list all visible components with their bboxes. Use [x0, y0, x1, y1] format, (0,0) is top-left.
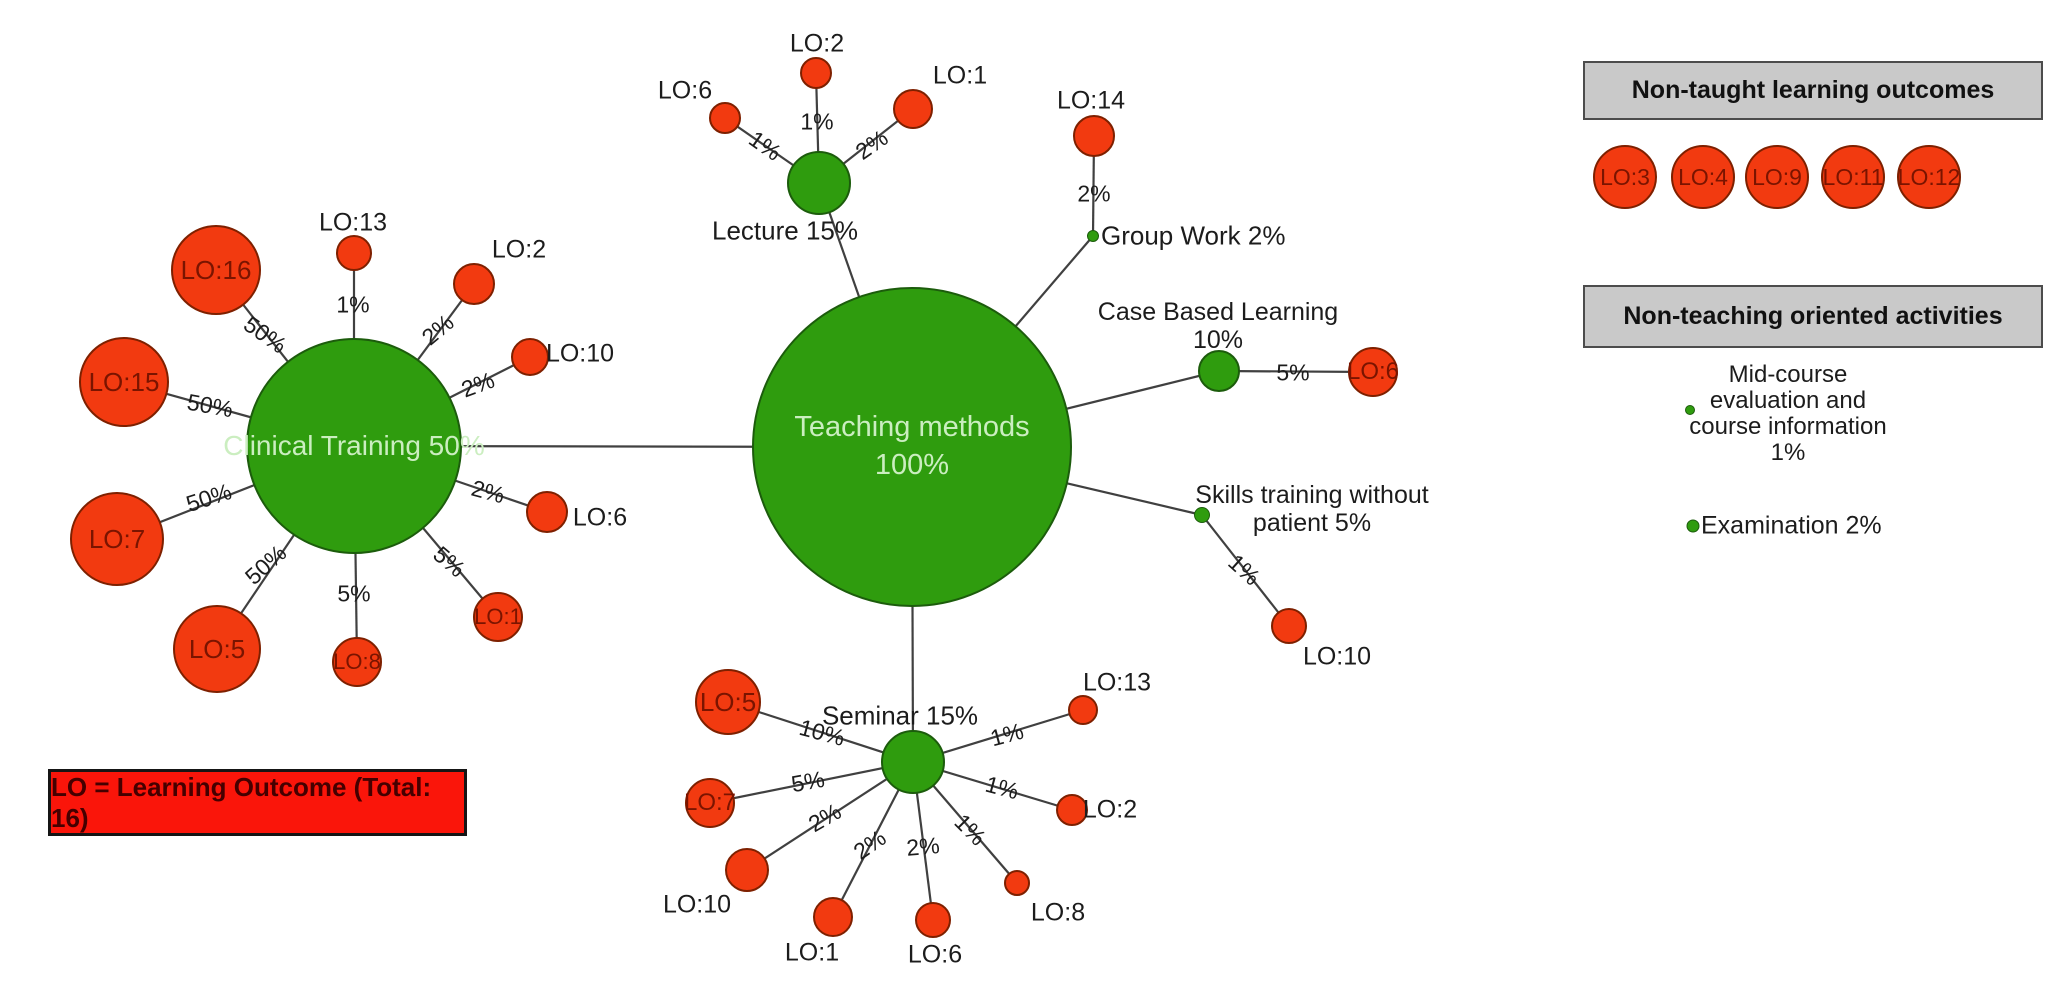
- clinical-lo7-node: LO:7: [70, 492, 164, 586]
- group-work-node: [1087, 230, 1099, 242]
- mid-course-node: [1685, 405, 1695, 415]
- seminar-lo5-node: LO:5: [695, 669, 761, 735]
- skills-lo10-node: [1271, 608, 1307, 644]
- skills-lo10-label: LO:10: [1302, 642, 1372, 671]
- seminar-lo2-label: LO:2: [1082, 795, 1138, 824]
- non-taught-lo12-node: LO:12: [1897, 145, 1961, 209]
- edge: [1201, 514, 1290, 627]
- clinical-lo15-node: LO:15: [79, 337, 169, 427]
- case-based-lo6-pct: 5%: [1276, 359, 1310, 386]
- non-taught-lo11-node: LO:11: [1821, 145, 1885, 209]
- seminar-lo6-pct: 2%: [905, 832, 941, 861]
- group-work-lo14-node: [1073, 115, 1115, 157]
- non-teaching-legend-box: Non-teaching oriented activities: [1583, 285, 2043, 348]
- clinical-lo1-node: LO:1: [473, 592, 523, 642]
- skills-training-node: [1194, 507, 1210, 523]
- non-taught-legend-box: Non-taught learning outcomes: [1583, 61, 2043, 120]
- lecture-lo2-label: LO:2: [789, 29, 845, 58]
- lo-note-box: LO = Learning Outcome (Total: 16): [48, 769, 467, 836]
- lecture-lo2-node: [800, 57, 832, 89]
- clinical-lo10-node: [511, 338, 549, 376]
- lecture-node: [787, 151, 851, 215]
- non-taught-lo3-node: LO:3: [1593, 145, 1657, 209]
- case-based-learning-node: [1198, 350, 1240, 392]
- seminar-lo10-node: [725, 848, 769, 892]
- clinical-lo10-label: LO:10: [545, 339, 615, 368]
- seminar-lo6-node: [915, 902, 951, 938]
- seminar-lo10-label: LO:10: [662, 890, 732, 919]
- seminar-lo7-pct: 5%: [789, 765, 827, 798]
- clinical-lo8-pct: 5%: [337, 580, 371, 607]
- group-work-label: Group Work 2%: [1101, 220, 1286, 251]
- clinical-lo5-node: LO:5: [173, 605, 261, 693]
- clinical-training-label: Clinical Training 50%: [223, 429, 485, 461]
- non-teaching-legend-title: Non-teaching oriented activities: [1623, 302, 2003, 330]
- lecture-lo2-pct: 1%: [800, 108, 834, 135]
- lecture-lo1-node: [893, 89, 933, 129]
- seminar-node: [881, 730, 945, 794]
- non-taught-legend-title: Non-taught learning outcomes: [1631, 76, 1995, 104]
- non-taught-lo9-node: LO:9: [1745, 145, 1809, 209]
- clinical-lo13-node: [336, 235, 372, 271]
- seminar-lo8-label: LO:8: [1030, 898, 1086, 927]
- examination-node: [1686, 519, 1700, 533]
- seminar-label: Seminar 15%: [821, 700, 979, 731]
- clinical-lo6-label: LO:6: [572, 503, 628, 532]
- group-work-lo14-pct: 2%: [1077, 180, 1111, 207]
- lecture-lo6-label: LO:6: [657, 76, 713, 105]
- clinical-lo8-node: LO:8: [332, 637, 382, 687]
- clinical-lo2-label: LO:2: [491, 235, 547, 264]
- seminar-lo2-node: [1056, 794, 1088, 826]
- seminar-lo1-label: LO:1: [784, 938, 840, 967]
- edge: [1218, 369, 1374, 374]
- seminar-lo6-label: LO:6: [907, 940, 963, 969]
- clinical-training-node: Clinical Training 50%: [223, 338, 485, 554]
- examination-label: Examination 2%: [1701, 511, 1882, 540]
- seminar-lo1-node: [813, 897, 853, 937]
- clinical-lo16-node: LO:16: [171, 225, 261, 315]
- non-taught-lo4-node: LO:4: [1671, 145, 1735, 209]
- edge: [709, 760, 914, 805]
- lecture-label: Lecture 15%: [712, 215, 858, 246]
- clinical-lo13-pct: 1%: [336, 291, 370, 318]
- seminar-lo13-label: LO:13: [1082, 668, 1152, 697]
- teaching-methods-node: Teaching methods 100%: [752, 287, 1072, 607]
- lecture-lo6-node: [709, 102, 741, 134]
- clinical-lo6-node: [526, 491, 568, 533]
- seminar-lo7-node: LO:7: [684, 778, 736, 828]
- teaching-methods-label: Teaching methods 100%: [794, 411, 1030, 481]
- edge: [746, 761, 914, 871]
- skills-training-label: Skills training without patient 5%: [1195, 481, 1429, 537]
- case-based-learning-label: Case Based Learning 10%: [1097, 298, 1339, 354]
- mid-course-label: Mid-course evaluation and course informa…: [1689, 361, 1887, 466]
- seminar-lo8-node: [1004, 870, 1030, 896]
- case-based-lo6-node: LO:6: [1347, 347, 1399, 397]
- group-work-lo14-label: LO:14: [1056, 86, 1126, 115]
- seminar-lo13-node: [1068, 695, 1098, 725]
- lecture-lo1-label: LO:1: [932, 61, 988, 90]
- clinical-lo2-node: [453, 263, 495, 305]
- clinical-lo13-label: LO:13: [318, 208, 388, 237]
- lo-note-text: LO = Learning Outcome (Total: 16): [51, 771, 432, 833]
